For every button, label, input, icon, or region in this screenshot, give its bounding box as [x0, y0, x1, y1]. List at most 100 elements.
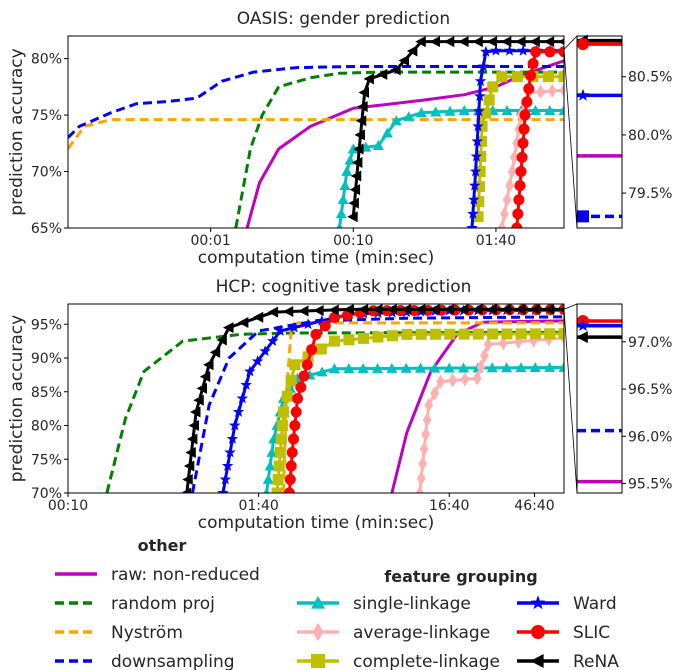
data-point-marker — [486, 304, 497, 315]
data-point-marker — [558, 71, 564, 83]
data-point-marker — [348, 197, 359, 209]
data-point-marker — [343, 334, 355, 346]
data-point-marker — [406, 45, 418, 57]
data-point-marker — [288, 433, 300, 445]
data-point-marker — [469, 165, 482, 177]
data-point-marker — [500, 206, 509, 222]
data-point-marker — [486, 362, 498, 373]
data-point-marker — [487, 328, 499, 340]
inset-y-tick-label: 79.5% — [628, 186, 672, 202]
series-line — [418, 336, 564, 493]
data-point-marker — [471, 135, 483, 147]
data-point-marker — [544, 105, 556, 115]
data-point-marker — [422, 412, 432, 428]
data-point-marker — [486, 36, 498, 48]
data-point-marker — [403, 111, 415, 122]
inset-y-tick-label: 96.5% — [628, 382, 672, 398]
data-point-marker — [496, 71, 508, 83]
data-point-marker — [315, 343, 327, 355]
data-point-marker — [186, 433, 198, 445]
data-point-marker — [301, 359, 313, 371]
legend: other feature grouping raw: non-reduced ran… — [55, 536, 619, 670]
y-tick-label: 95% — [31, 317, 62, 333]
data-point-marker — [229, 419, 241, 431]
data-point-marker — [185, 447, 196, 458]
data-point-marker — [473, 105, 485, 117]
legend-label: average-linkage — [353, 623, 490, 643]
data-point-marker — [259, 345, 271, 357]
series-line — [245, 59, 564, 228]
inset-y-tick-label: 80.5% — [628, 70, 672, 86]
data-point-marker — [501, 328, 513, 340]
data-point-marker — [289, 420, 301, 431]
chart-title: HCP: cognitive task prediction — [216, 277, 472, 297]
inset-y-tick-label: 96.0% — [628, 429, 672, 445]
data-point-marker — [295, 381, 307, 393]
inset-y-tick-label: 80.0% — [628, 128, 672, 144]
data-point-marker — [577, 38, 589, 51]
data-point-marker — [381, 127, 393, 138]
data-point-marker — [576, 319, 590, 332]
data-point-marker — [276, 420, 288, 431]
data-point-marker — [515, 362, 527, 373]
data-point-marker — [298, 370, 310, 382]
data-point-marker — [557, 38, 564, 45]
data-point-marker — [355, 115, 367, 127]
data-point-marker — [319, 320, 331, 332]
data-point-marker — [457, 304, 469, 315]
data-point-marker — [358, 86, 369, 98]
data-point-marker — [429, 36, 441, 48]
data-point-marker — [577, 210, 589, 223]
data-point-marker — [430, 386, 439, 401]
data-point-marker — [472, 36, 483, 48]
axes-frame — [67, 303, 565, 494]
data-point-marker — [458, 328, 470, 340]
y-tick-label: 85% — [31, 385, 62, 401]
data-point-marker — [424, 398, 434, 413]
data-point-marker — [530, 595, 546, 610]
data-point-marker — [512, 208, 524, 220]
data-point-marker — [517, 137, 529, 149]
data-point-marker — [188, 420, 199, 431]
data-point-marker — [558, 105, 564, 115]
data-point-marker — [285, 460, 297, 472]
data-point-marker — [497, 220, 507, 228]
data-point-marker — [271, 487, 283, 493]
data-point-marker — [543, 304, 555, 315]
data-point-marker — [514, 180, 526, 192]
data-point-marker — [468, 193, 480, 205]
data-point-marker — [264, 460, 276, 471]
data-point-marker — [510, 150, 519, 165]
data-point-marker — [472, 211, 484, 223]
inset-frame — [576, 303, 623, 494]
data-point-marker — [275, 433, 287, 445]
data-point-marker — [467, 207, 479, 219]
data-point-marker — [284, 474, 296, 485]
data-point-marker — [267, 335, 279, 346]
data-point-marker — [542, 71, 554, 83]
data-point-marker — [236, 392, 249, 404]
data-point-marker — [501, 105, 513, 115]
data-point-marker — [196, 382, 208, 394]
data-point-marker — [474, 166, 486, 178]
data-point-marker — [472, 120, 484, 132]
data-point-marker — [339, 180, 351, 191]
data-point-marker — [460, 372, 470, 387]
data-point-marker — [502, 192, 512, 207]
data-point-marker — [302, 318, 314, 330]
inset-y-tick-label: 97.0% — [628, 335, 672, 351]
data-point-marker — [415, 485, 425, 493]
data-point-marker — [503, 44, 516, 56]
data-point-marker — [515, 328, 527, 340]
data-point-marker — [372, 363, 384, 373]
data-point-marker — [511, 222, 523, 228]
data-point-marker — [558, 46, 564, 58]
data-point-marker — [476, 120, 488, 132]
data-point-marker — [316, 314, 328, 326]
chart-title: OASIS: gender prediction — [237, 9, 450, 29]
y-axis-label: prediction accuracy — [7, 315, 27, 482]
inset-panel: 95.5% 96.0% 96.5% 97.0% — [563, 303, 672, 494]
data-point-marker — [390, 115, 402, 126]
data-point-marker — [400, 362, 412, 373]
data-point-marker — [266, 447, 278, 457]
